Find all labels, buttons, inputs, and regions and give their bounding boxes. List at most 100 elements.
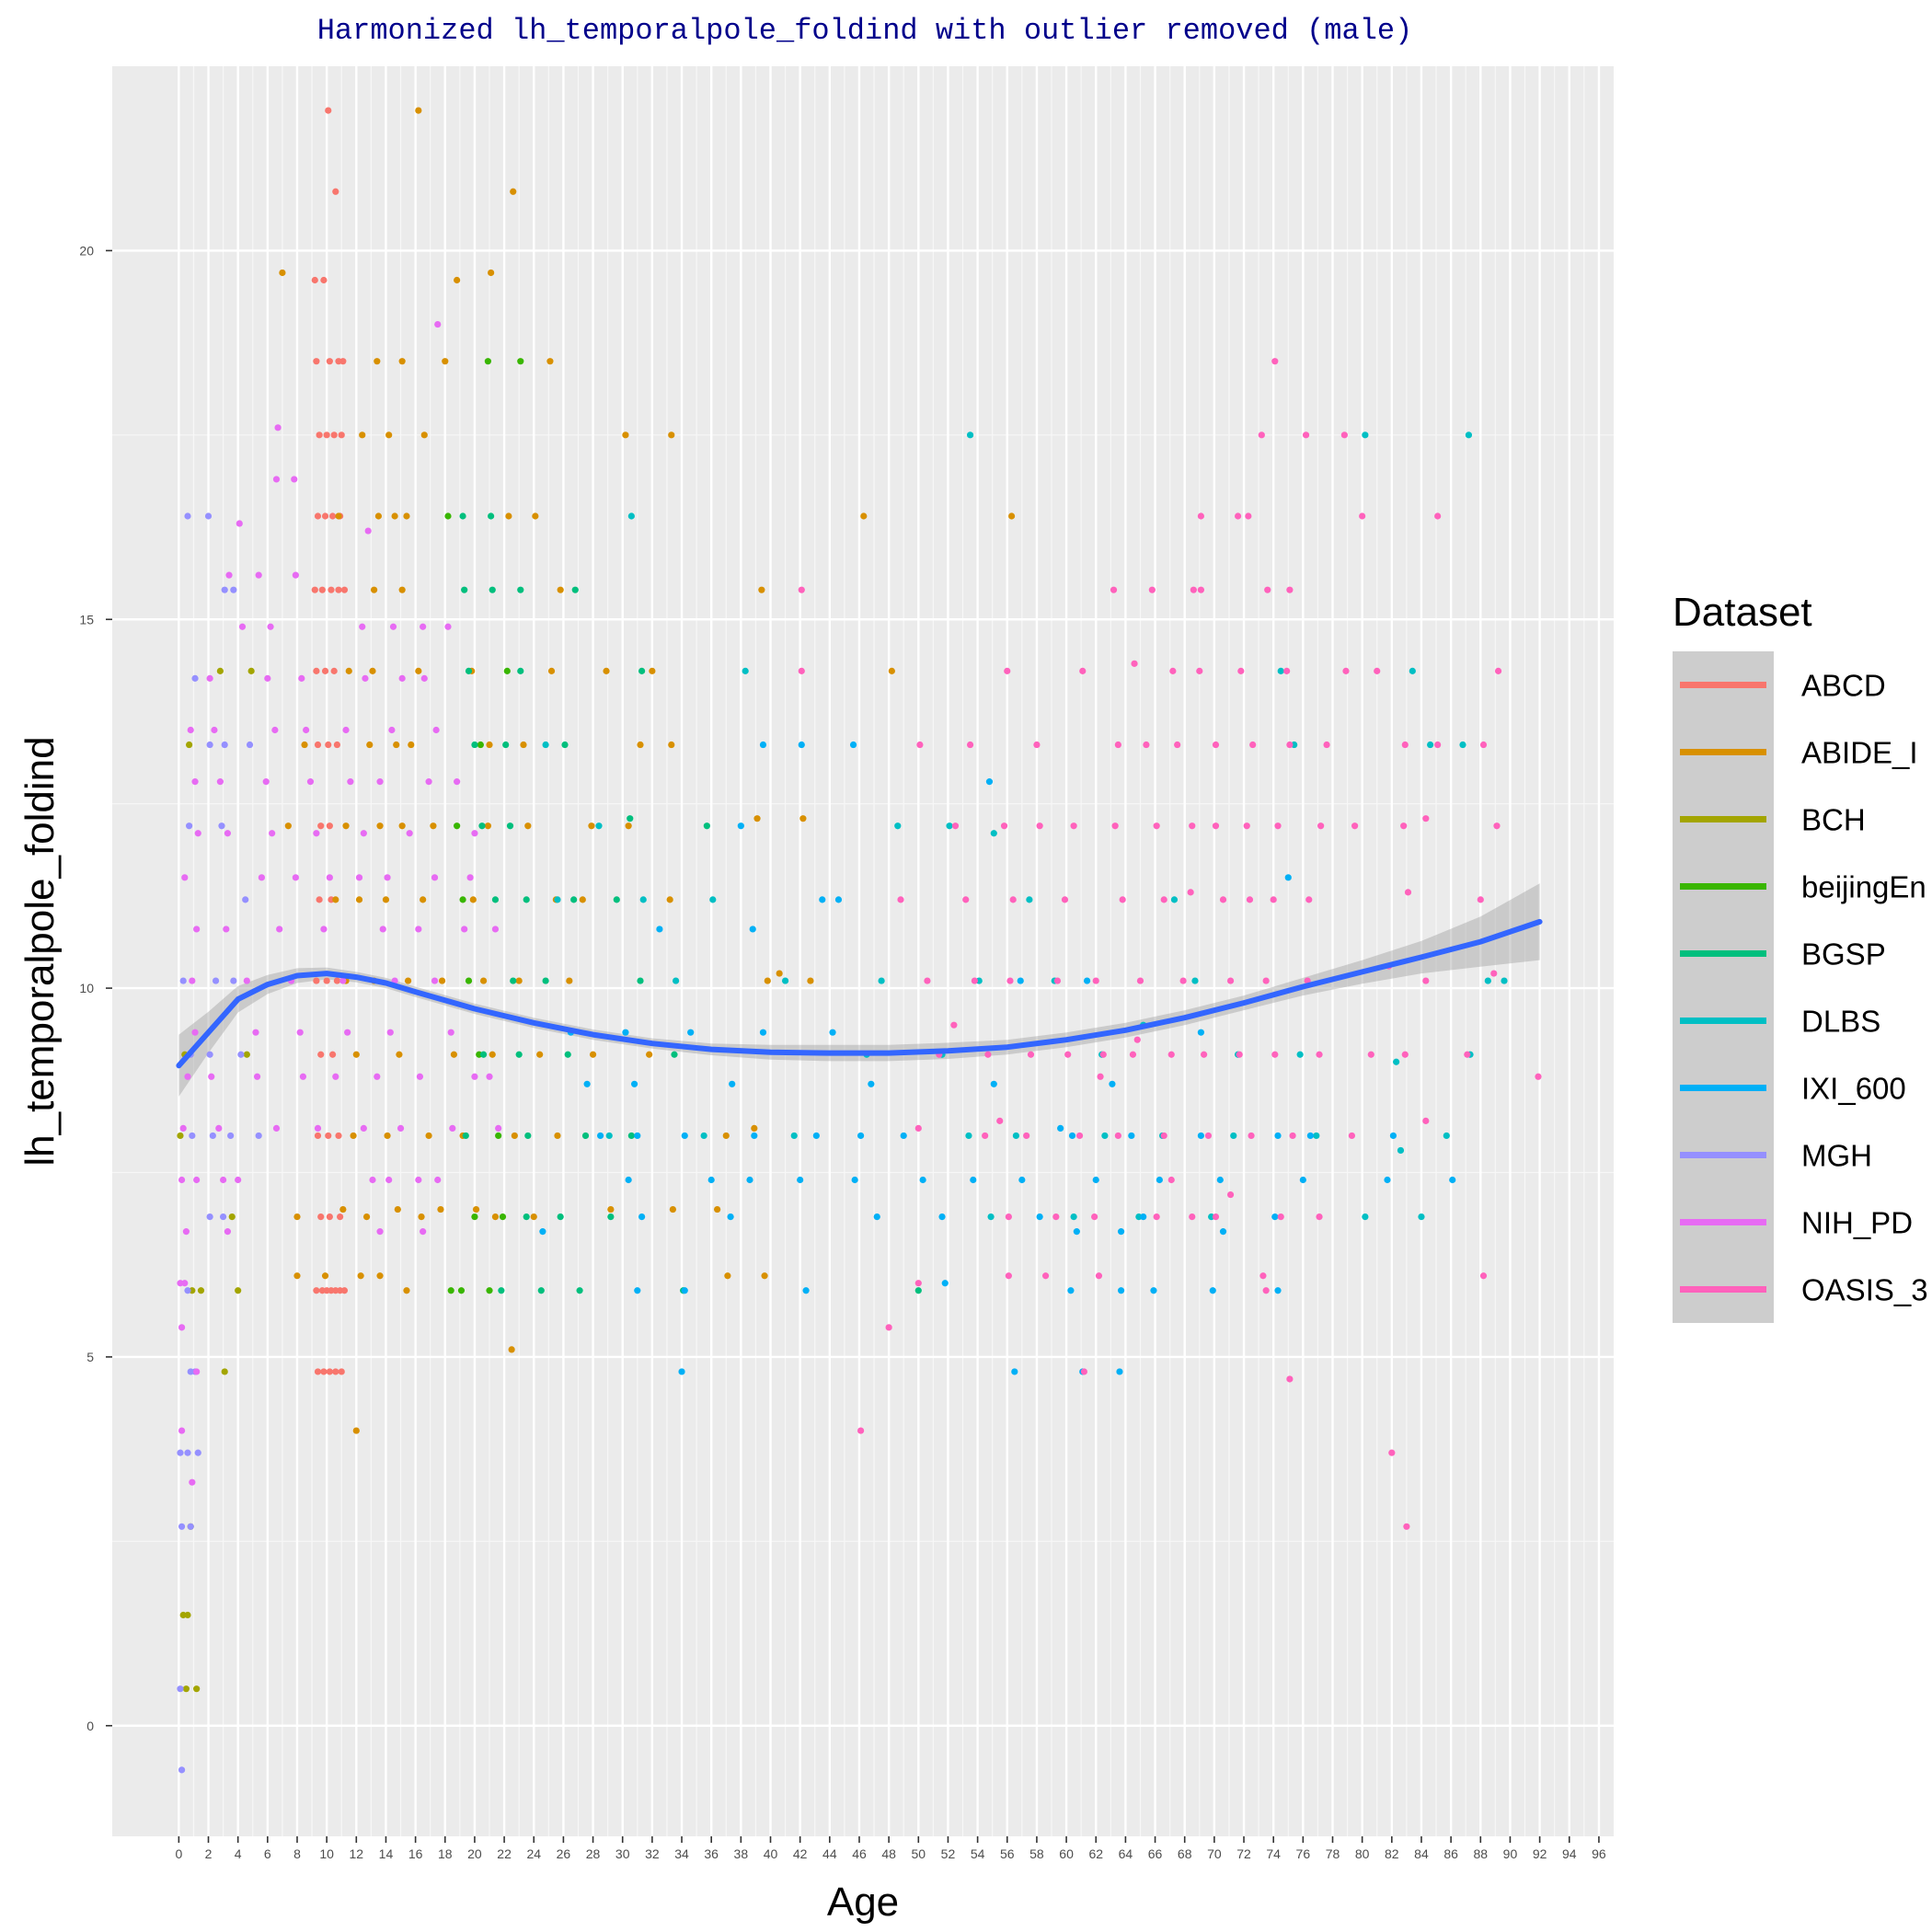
- data-point: [681, 1287, 688, 1294]
- data-point: [178, 1523, 186, 1530]
- data-point: [1236, 1051, 1243, 1058]
- x-tick-label: 76: [1296, 1846, 1311, 1861]
- x-tick-label: 18: [438, 1846, 453, 1861]
- data-point: [758, 586, 765, 593]
- data-point: [178, 1176, 186, 1184]
- data-point: [1140, 1213, 1147, 1221]
- data-point: [212, 977, 220, 984]
- data-point: [714, 1205, 721, 1213]
- x-tick-label: 2: [205, 1846, 213, 1861]
- data-point: [1129, 1051, 1137, 1058]
- data-point: [951, 822, 960, 830]
- data-point: [333, 741, 340, 749]
- data-point: [478, 822, 486, 830]
- data-point: [337, 1213, 344, 1221]
- data-point: [209, 1132, 216, 1140]
- x-tick-label: 50: [912, 1846, 926, 1861]
- data-point: [605, 1132, 613, 1140]
- data-point: [1153, 822, 1160, 830]
- data-point: [729, 1080, 736, 1087]
- data-point: [1036, 1213, 1043, 1221]
- data-point: [554, 896, 561, 903]
- data-point: [236, 520, 243, 527]
- data-point: [834, 896, 843, 903]
- x-tick-label: 60: [1059, 1846, 1074, 1861]
- data-point: [258, 874, 265, 881]
- data-point: [517, 358, 524, 365]
- data-point: [320, 1368, 328, 1375]
- data-point: [857, 1132, 865, 1140]
- data-point: [384, 1132, 391, 1140]
- data-point: [328, 512, 337, 520]
- data-point: [851, 1176, 858, 1184]
- data-point: [759, 1029, 767, 1036]
- data-point: [186, 741, 193, 749]
- data-point: [557, 1213, 564, 1221]
- data-point: [622, 431, 629, 439]
- data-point: [197, 1287, 205, 1294]
- x-tick-label: 24: [526, 1846, 541, 1861]
- data-point: [639, 896, 647, 903]
- data-point: [1277, 1213, 1284, 1221]
- data-point: [1070, 1213, 1077, 1221]
- legend-key-background: [1673, 651, 1774, 1323]
- x-tick-label: 84: [1414, 1846, 1429, 1861]
- data-point: [532, 512, 539, 520]
- data-point: [328, 586, 335, 593]
- data-point: [225, 571, 233, 579]
- x-tick-label: 54: [971, 1846, 985, 1861]
- data-point: [284, 822, 292, 830]
- data-point: [181, 1280, 189, 1287]
- data-point: [583, 1080, 591, 1087]
- data-point: [588, 822, 595, 830]
- data-point: [328, 1051, 337, 1058]
- data-point: [1317, 822, 1325, 830]
- data-point: [971, 977, 978, 984]
- data-point: [1143, 741, 1150, 749]
- data-point: [376, 1228, 384, 1236]
- data-point: [950, 1021, 958, 1029]
- data-point: [649, 667, 656, 674]
- data-point: [415, 1176, 422, 1184]
- data-point: [374, 1073, 381, 1080]
- data-point: [243, 1051, 250, 1058]
- data-point: [946, 822, 953, 830]
- data-point: [262, 778, 270, 786]
- data-point: [272, 476, 281, 483]
- data-point: [517, 586, 524, 593]
- data-point: [1246, 896, 1254, 903]
- legend-label: MGH: [1801, 1139, 1872, 1173]
- data-point: [357, 1272, 364, 1280]
- data-point: [1053, 977, 1062, 984]
- data-point: [340, 586, 349, 593]
- data-point: [1204, 1132, 1213, 1140]
- data-point: [1479, 741, 1488, 749]
- data-point: [333, 977, 340, 984]
- data-point: [264, 674, 271, 682]
- data-point: [323, 431, 330, 439]
- data-point: [1234, 512, 1242, 520]
- data-point: [345, 667, 352, 674]
- data-point: [255, 1132, 262, 1140]
- data-point: [1057, 1124, 1064, 1132]
- legend-title: Dataset: [1673, 590, 1812, 635]
- data-point: [888, 667, 895, 674]
- data-point: [376, 778, 384, 786]
- data-point: [317, 1213, 325, 1221]
- data-point: [1070, 822, 1077, 830]
- data-point: [1422, 815, 1430, 822]
- data-point: [671, 1051, 678, 1058]
- data-point: [1362, 431, 1369, 439]
- data-point: [1289, 1132, 1296, 1140]
- legend-item: MGH: [1680, 1139, 1872, 1173]
- data-point: [517, 667, 524, 674]
- data-point: [320, 276, 328, 284]
- data-point: [571, 586, 579, 593]
- data-point: [438, 977, 446, 984]
- data-point: [178, 1324, 186, 1331]
- data-point: [415, 667, 422, 674]
- series-beijingEn: [444, 358, 524, 1294]
- data-point: [751, 1132, 758, 1140]
- data-point: [339, 1205, 347, 1213]
- legend-item: NIH_PD: [1680, 1206, 1913, 1240]
